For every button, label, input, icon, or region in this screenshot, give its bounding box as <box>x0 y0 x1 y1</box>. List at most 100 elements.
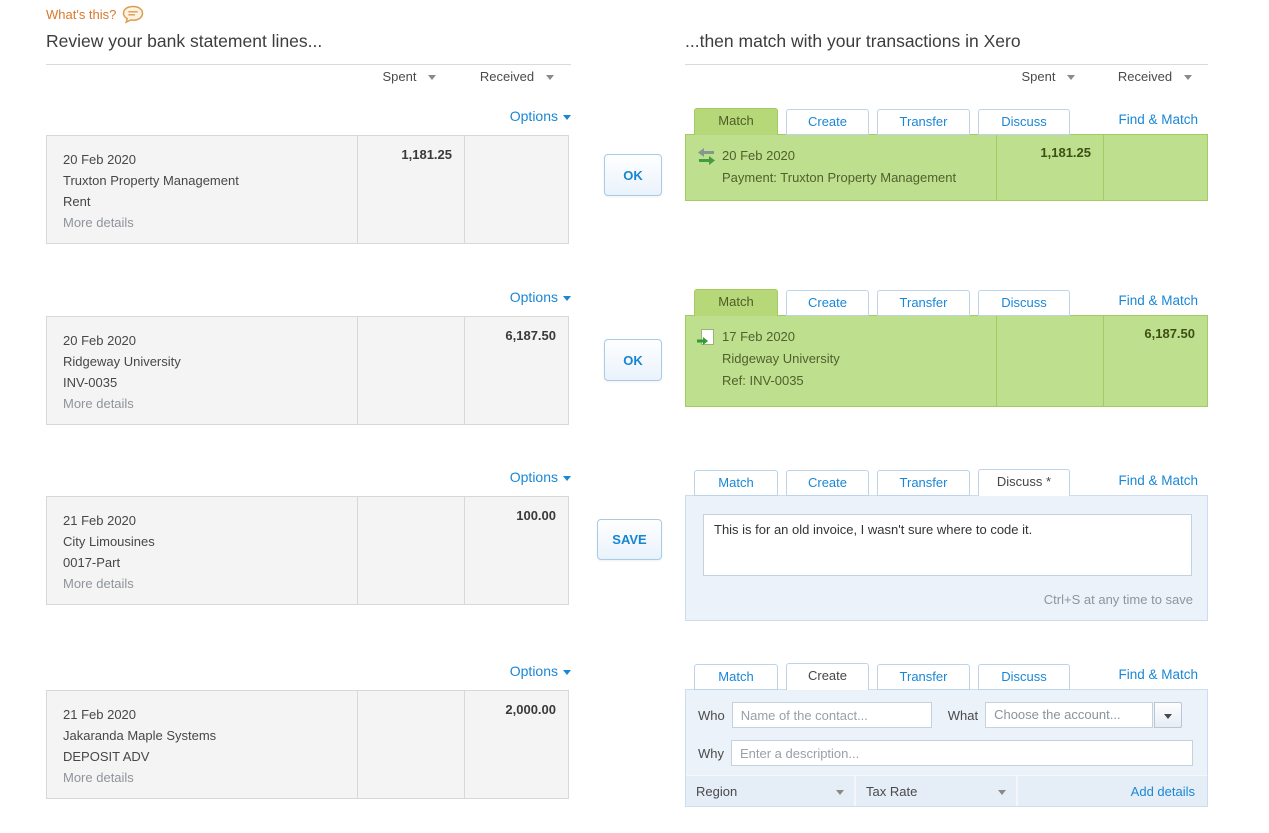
match-suggestion-panel[interactable]: 20 Feb 2020 Payment: Truxton Property Ma… <box>685 134 1208 201</box>
options-row: Options <box>46 108 571 124</box>
tab-transfer[interactable]: Transfer <box>877 109 970 135</box>
what-dropdown-button[interactable] <box>1154 702 1183 728</box>
left-spent-header[interactable]: Spent <box>356 66 463 86</box>
what-account-select[interactable]: Choose the account... <box>985 702 1154 728</box>
options-row: Options <box>46 469 571 485</box>
left-section-title: Review your bank statement lines... <box>46 31 571 65</box>
whats-this-link[interactable]: What's this? <box>46 5 144 24</box>
create-footer-bar: Region Tax Rate Add details <box>686 775 1207 806</box>
find-and-match-link[interactable]: Find & Match <box>1118 473 1198 488</box>
statement-date: 20 Feb 2020 <box>63 152 137 167</box>
ctrl-s-hint: Ctrl+S at any time to save <box>1043 592 1193 607</box>
more-details-link[interactable]: More details <box>63 396 134 411</box>
ok-button[interactable]: OK <box>604 154 662 196</box>
tax-rate-select[interactable]: Tax Rate <box>856 776 1018 806</box>
received-cell: 6,187.50 <box>1103 316 1207 406</box>
tab-discuss[interactable]: Discuss <box>978 290 1070 316</box>
options-button[interactable]: Options <box>510 289 571 305</box>
tab-create[interactable]: Create <box>786 109 869 135</box>
find-and-match-link[interactable]: Find & Match <box>1118 293 1198 308</box>
discuss-note-textarea[interactable]: This is for an old invoice, I wasn't sur… <box>703 514 1192 576</box>
options-button[interactable]: Options <box>510 663 571 679</box>
tab-transfer[interactable]: Transfer <box>877 290 970 316</box>
received-amount: 6,187.50 <box>1144 326 1195 341</box>
options-label: Options <box>509 289 558 305</box>
statement-card: 20 Feb 2020 Truxton Property Management … <box>46 135 569 244</box>
statement-payee: Ridgeway University <box>63 354 181 369</box>
right-spent-header[interactable]: Spent <box>995 66 1102 86</box>
tab-discuss[interactable]: Discuss <box>978 664 1070 690</box>
options-button[interactable]: Options <box>510 469 571 485</box>
who-input[interactable] <box>731 702 932 728</box>
statement-card: 20 Feb 2020 Ridgeway University INV-0035… <box>46 316 569 425</box>
tab-transfer[interactable]: Transfer <box>877 470 970 496</box>
statement-reference: DEPOSIT ADV <box>63 749 150 764</box>
match-date: 20 Feb 2020 <box>722 148 796 163</box>
find-and-match-link[interactable]: Find & Match <box>1118 112 1198 127</box>
tab-create[interactable]: Create <box>786 290 869 316</box>
chevron-down-icon <box>998 789 1006 795</box>
statement-reference: 0017-Part <box>63 555 121 570</box>
ok-button[interactable]: OK <box>604 339 662 381</box>
tab-discuss[interactable]: Discuss * <box>978 469 1070 496</box>
statement-payee: Truxton Property Management <box>63 173 239 188</box>
chevron-down-icon <box>563 114 571 120</box>
tab-bar: Match Create Transfer Discuss * <box>694 469 1070 496</box>
tab-match[interactable]: Match <box>694 664 778 690</box>
match-contact: Ridgeway University <box>722 351 840 366</box>
tab-discuss[interactable]: Discuss <box>978 109 1070 135</box>
chevron-down-icon <box>1184 74 1193 80</box>
spent-cell <box>996 316 1103 406</box>
tab-match[interactable]: Match <box>694 470 778 496</box>
received-cell: 100.00 <box>464 497 568 604</box>
chevron-down-icon <box>428 74 437 80</box>
chevron-down-icon <box>1164 713 1173 719</box>
statement-date: 21 Feb 2020 <box>63 513 137 528</box>
spent-cell <box>357 691 464 798</box>
chevron-down-icon <box>546 74 555 80</box>
tab-create[interactable]: Create <box>786 470 869 496</box>
create-row-why: Why <box>698 740 1193 766</box>
received-amount: 100.00 <box>516 508 556 523</box>
statement-card: 21 Feb 2020 City Limousines 0017-Part Mo… <box>46 496 569 605</box>
tab-transfer[interactable]: Transfer <box>877 664 970 690</box>
chevron-down-icon <box>1067 74 1076 80</box>
spent-cell: 1,181.25 <box>357 136 464 243</box>
received-cell <box>464 136 568 243</box>
chevron-down-icon <box>563 295 571 301</box>
match-date: 17 Feb 2020 <box>722 329 796 344</box>
spent-amount: 1,181.25 <box>401 147 452 162</box>
received-cell <box>1103 135 1207 200</box>
region-label: Region <box>696 783 738 799</box>
spent-amount: 1,181.25 <box>1040 145 1091 160</box>
spent-cell: 1,181.25 <box>996 135 1103 200</box>
match-suggestion-panel[interactable]: 17 Feb 2020 Ridgeway University Ref: INV… <box>685 315 1208 407</box>
received-header-label: Received <box>479 68 535 84</box>
options-label: Options <box>509 108 558 124</box>
tab-create[interactable]: Create <box>786 663 869 690</box>
tax-rate-label: Tax Rate <box>866 783 918 799</box>
save-button[interactable]: SAVE <box>597 519 662 560</box>
received-amount: 6,187.50 <box>505 328 556 343</box>
why-label: Why <box>698 745 724 761</box>
why-input[interactable] <box>731 740 1193 766</box>
more-details-link[interactable]: More details <box>63 770 134 785</box>
tab-match[interactable]: Match <box>694 289 778 316</box>
right-received-header[interactable]: Received <box>1102 66 1208 86</box>
more-details-link[interactable]: More details <box>63 576 134 591</box>
left-received-header[interactable]: Received <box>463 66 571 86</box>
region-select[interactable]: Region <box>686 776 856 806</box>
statement-card: 21 Feb 2020 Jakaranda Maple Systems DEPO… <box>46 690 569 799</box>
create-panel: Who What Choose the account... Why Regio… <box>685 689 1208 807</box>
tab-match[interactable]: Match <box>694 108 778 135</box>
statement-details: 21 Feb 2020 Jakaranda Maple Systems DEPO… <box>47 691 357 798</box>
speech-bubble-icon <box>122 5 144 24</box>
create-row-who-what: Who What Choose the account... <box>698 702 1183 728</box>
options-label: Options <box>509 663 558 679</box>
options-label: Options <box>509 469 558 485</box>
add-details-link[interactable]: Add details <box>1130 783 1195 799</box>
tab-bar: Match Create Transfer Discuss <box>694 663 1070 690</box>
options-button[interactable]: Options <box>510 108 571 124</box>
more-details-link[interactable]: More details <box>63 215 134 230</box>
find-and-match-link[interactable]: Find & Match <box>1118 667 1198 682</box>
